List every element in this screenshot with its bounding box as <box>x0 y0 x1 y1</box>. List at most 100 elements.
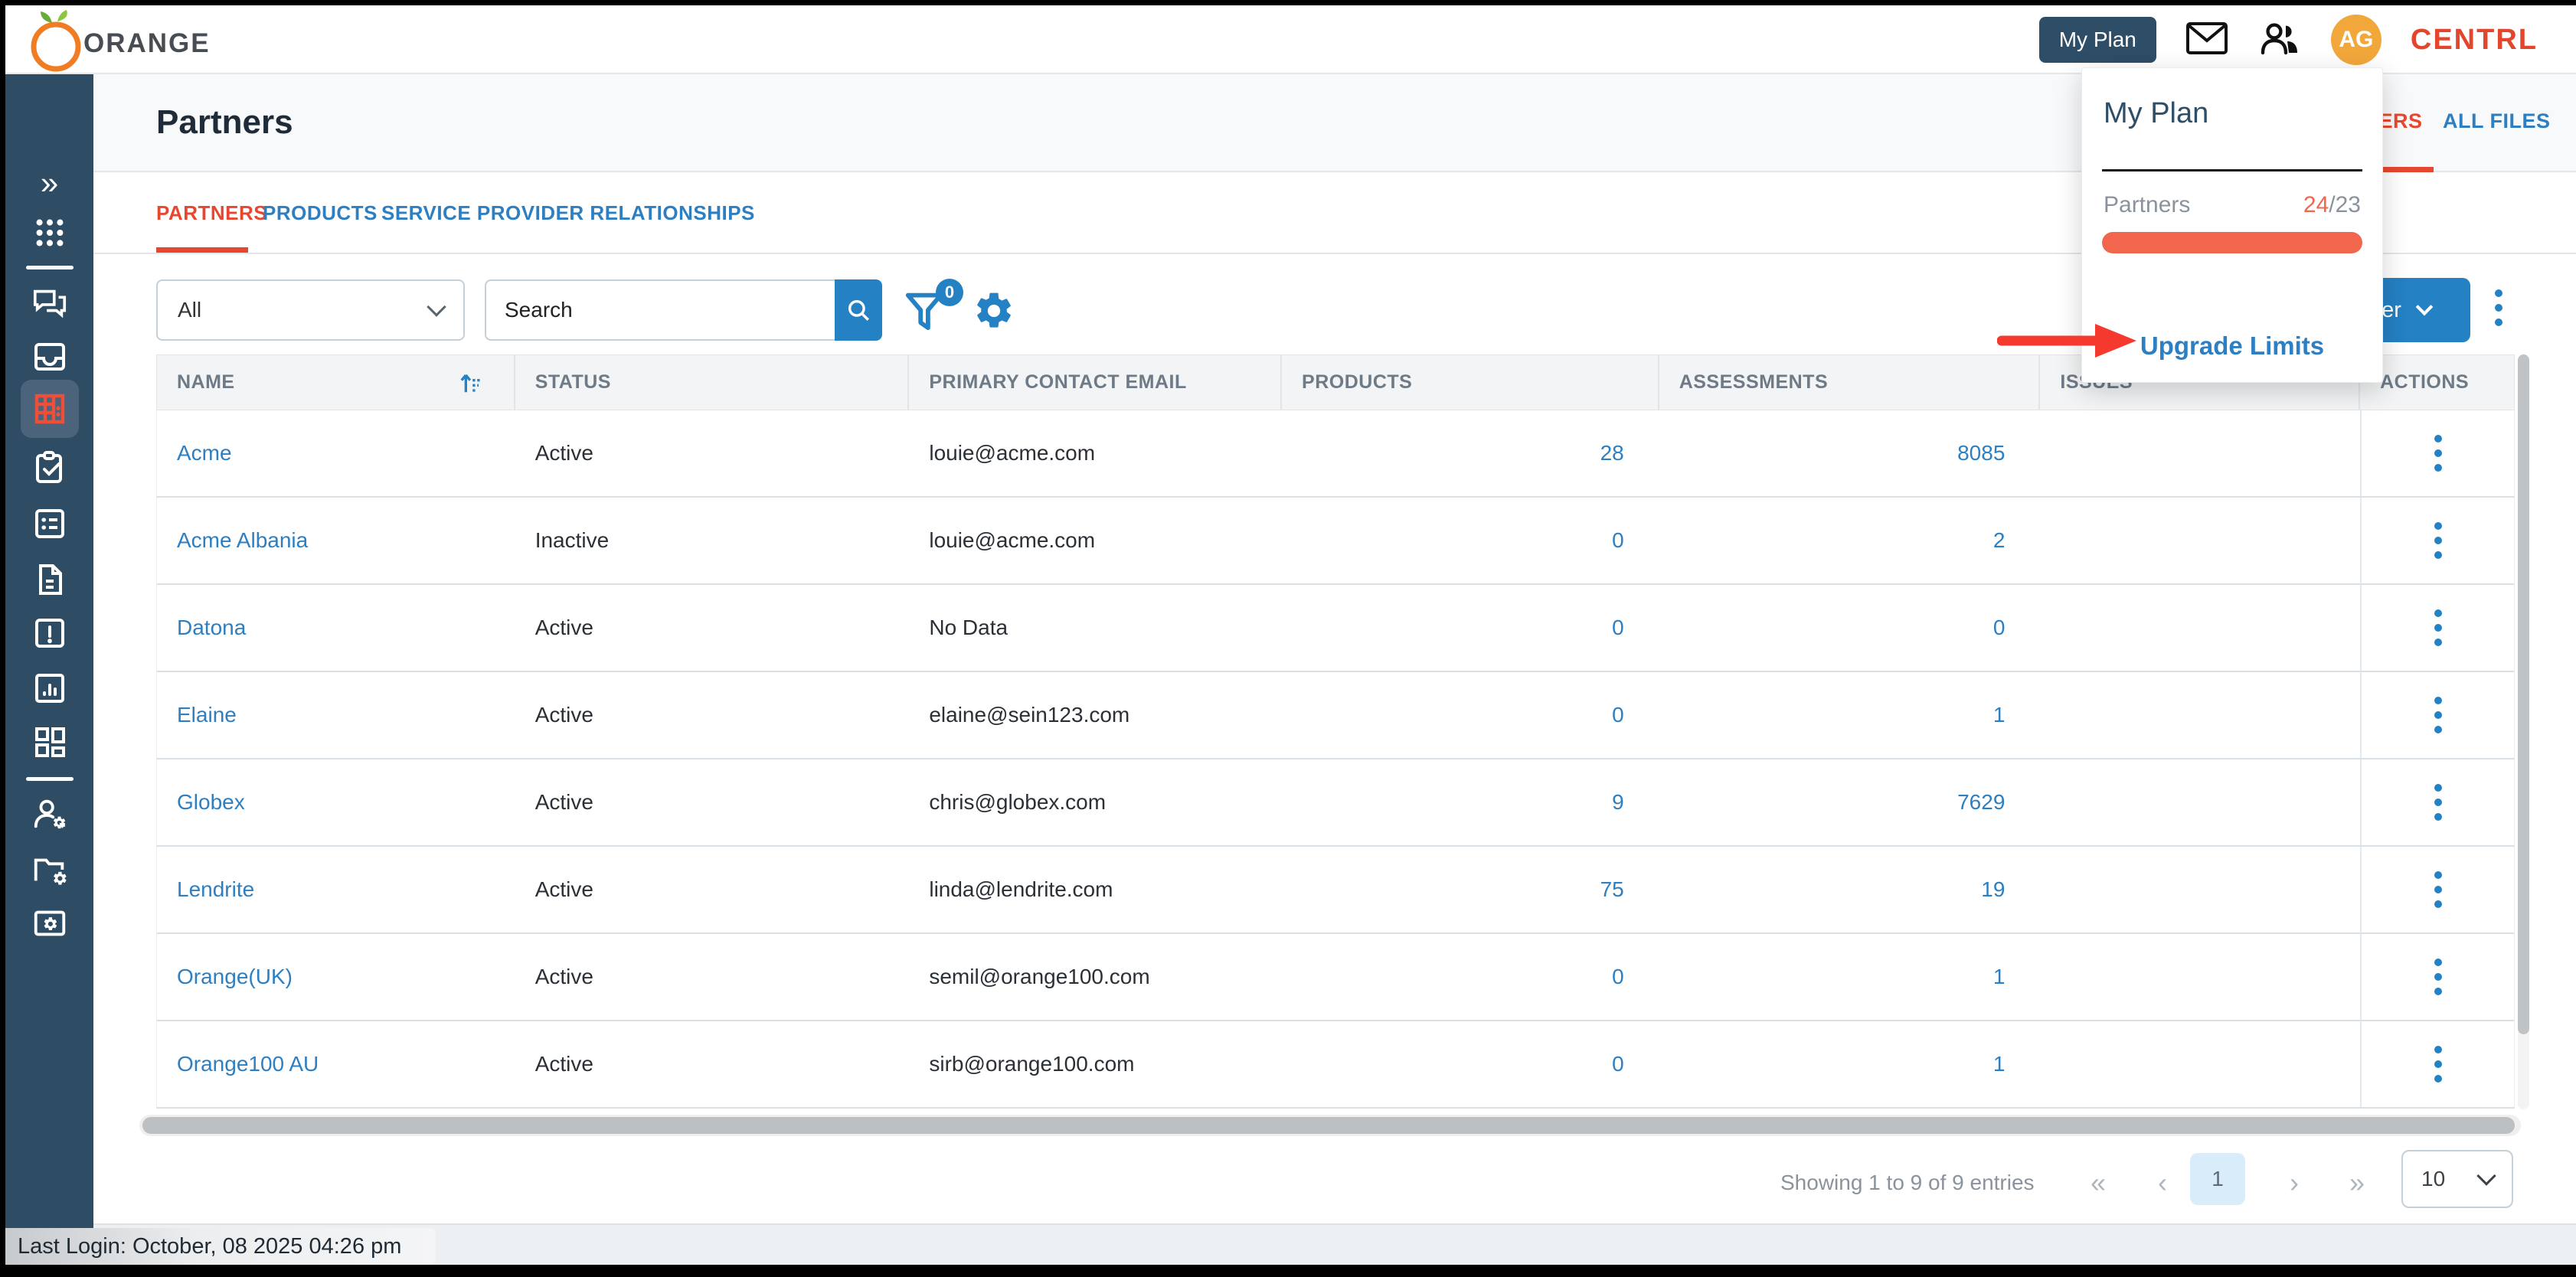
sidebar-expand-icon[interactable]: » <box>40 165 59 201</box>
sidebar-item-reports[interactable] <box>21 659 79 717</box>
apps-grid-icon[interactable] <box>21 204 79 262</box>
sidebar-item-file-admin[interactable] <box>21 841 79 899</box>
column-header-name[interactable]: NAME <box>157 355 515 410</box>
partner-name-link[interactable]: Lendrite <box>177 877 255 901</box>
products-cell: 0 <box>1282 498 1659 583</box>
partner-name-link[interactable]: Orange100 AU <box>177 1052 319 1076</box>
issues-cell <box>2040 410 2360 496</box>
assessments-count-link[interactable]: 8085 <box>1957 441 2006 465</box>
actions-cell <box>2360 410 2514 496</box>
brand-wordmark: CENTRL <box>2410 23 2538 56</box>
contacts-icon[interactable] <box>2257 20 2302 60</box>
pagination-current-page[interactable]: 1 <box>2190 1153 2245 1205</box>
products-count-link[interactable]: 0 <box>1612 1052 1624 1076</box>
assessments-count-link[interactable]: 19 <box>1981 877 2006 901</box>
sidebar-item-user-admin[interactable] <box>21 785 79 844</box>
assessments-count-link[interactable]: 2 <box>1992 528 2006 552</box>
band-tab-all-files[interactable]: ALL FILES <box>2443 109 2551 132</box>
table-row: Acme Active louie@acme.com 28 8085 <box>156 410 2515 498</box>
sort-ascending-icon[interactable] <box>456 367 486 403</box>
column-header-primary-contact-email[interactable]: PRIMARY CONTACT EMAIL <box>909 355 1283 410</box>
row-actions-kebab[interactable] <box>2430 779 2447 825</box>
tab-partners[interactable]: PARTNERS <box>156 201 268 224</box>
search-button[interactable] <box>835 279 882 341</box>
assessments-cell: 7629 <box>1659 759 2041 845</box>
search-group <box>485 279 882 341</box>
plan-metric-value: 24/23 <box>2303 192 2361 217</box>
products-count-link[interactable]: 0 <box>1612 616 1624 639</box>
row-actions-kebab[interactable] <box>2430 692 2447 738</box>
tab-products[interactable]: PRODUCTS <box>263 201 378 224</box>
products-count-link[interactable]: 0 <box>1612 528 1624 552</box>
status-cell: Active <box>534 703 593 727</box>
avatar[interactable]: AG <box>2330 15 2381 65</box>
sidebar-divider <box>25 266 74 269</box>
table-row: Datona Active No Data 0 0 <box>156 585 2515 672</box>
issues-cell <box>2040 759 2360 845</box>
actions-cell <box>2360 934 2514 1020</box>
upgrade-limits-link[interactable]: Upgrade Limits <box>2140 331 2325 360</box>
products-count-link[interactable]: 9 <box>1612 790 1624 814</box>
column-header-assessments[interactable]: ASSESSMENTS <box>1659 355 2041 410</box>
scope-select[interactable]: All <box>156 279 465 341</box>
sidebar-item-partners[interactable] <box>20 380 79 438</box>
mail-icon[interactable] <box>2185 21 2228 60</box>
assessments-cell: 2 <box>1659 498 2041 583</box>
products-count-link[interactable]: 75 <box>1600 877 1624 901</box>
name-cell: Elaine <box>157 672 515 758</box>
toolbar-kebab-menu[interactable] <box>2490 285 2507 331</box>
column-header-products[interactable]: PRODUCTS <box>1282 355 1659 410</box>
page-size-select[interactable]: 10 <box>2401 1150 2513 1208</box>
window-edge <box>0 0 2576 5</box>
sidebar-item-inbox[interactable] <box>21 328 79 386</box>
row-actions-kebab[interactable] <box>2430 867 2447 913</box>
row-actions-kebab[interactable] <box>2430 605 2447 651</box>
partner-name-link[interactable]: Acme <box>177 441 232 465</box>
assessments-count-link[interactable]: 1 <box>1992 703 2006 727</box>
sidebar-item-issues[interactable] <box>21 604 79 662</box>
assessments-count-link[interactable]: 1 <box>1992 965 2006 988</box>
sidebar-item-dashboards[interactable] <box>21 713 79 771</box>
partner-name-link[interactable]: Datona <box>177 616 247 639</box>
table-body: Acme Active louie@acme.com 28 8085 Acme … <box>156 410 2515 1109</box>
sidebar-item-assessments[interactable] <box>21 439 79 497</box>
partner-name-link[interactable]: Globex <box>177 790 245 814</box>
my-plan-button[interactable]: My Plan <box>2038 17 2156 63</box>
column-header-status[interactable]: STATUS <box>515 355 910 410</box>
sidebar-item-settings[interactable] <box>21 894 79 952</box>
sidebar-item-questionnaires[interactable] <box>21 495 79 553</box>
tab-service-provider-relationships[interactable]: SERVICE PROVIDER RELATIONSHIPS <box>381 201 755 224</box>
assessments-count-link[interactable]: 7629 <box>1957 790 2006 814</box>
scope-select-value: All <box>178 298 202 322</box>
actions-cell <box>2360 1021 2514 1107</box>
products-count-link[interactable]: 0 <box>1612 965 1624 988</box>
pagination-prev-button[interactable]: ‹ <box>2158 1167 2167 1198</box>
status-cell: Active <box>534 441 593 465</box>
assessments-count-link[interactable]: 1 <box>1992 1052 2006 1076</box>
row-actions-kebab[interactable] <box>2430 1041 2447 1087</box>
row-actions-kebab[interactable] <box>2430 430 2447 476</box>
row-actions-kebab[interactable] <box>2430 518 2447 563</box>
table-settings-button[interactable] <box>973 289 1015 332</box>
products-count-link[interactable]: 28 <box>1600 441 1624 465</box>
popup-divider <box>2102 169 2362 171</box>
horizontal-scrollbar-thumb[interactable] <box>142 1117 2515 1134</box>
pagination-next-button[interactable]: › <box>2290 1167 2299 1198</box>
assessments-count-link[interactable]: 0 <box>1992 616 2006 639</box>
search-input[interactable] <box>485 279 835 341</box>
partner-name-link[interactable]: Acme Albania <box>177 528 309 552</box>
vertical-scrollbar-thumb[interactable] <box>2518 354 2529 1034</box>
row-actions-kebab[interactable] <box>2430 954 2447 1000</box>
filter-button[interactable]: 0 <box>904 279 963 343</box>
horizontal-scrollbar[interactable] <box>139 1115 2521 1136</box>
sidebar-item-documents[interactable] <box>21 550 79 609</box>
partner-name-link[interactable]: Elaine <box>177 703 237 727</box>
pagination-last-button[interactable]: » <box>2349 1167 2365 1198</box>
vertical-scrollbar[interactable] <box>2518 354 2529 1109</box>
sidebar-item-messages[interactable] <box>21 274 79 332</box>
status-cell: Active <box>534 1052 593 1076</box>
products-count-link[interactable]: 0 <box>1612 703 1624 727</box>
partner-name-link[interactable]: Orange(UK) <box>177 965 293 988</box>
pagination-first-button[interactable]: « <box>2091 1167 2107 1198</box>
search-icon <box>848 299 869 321</box>
